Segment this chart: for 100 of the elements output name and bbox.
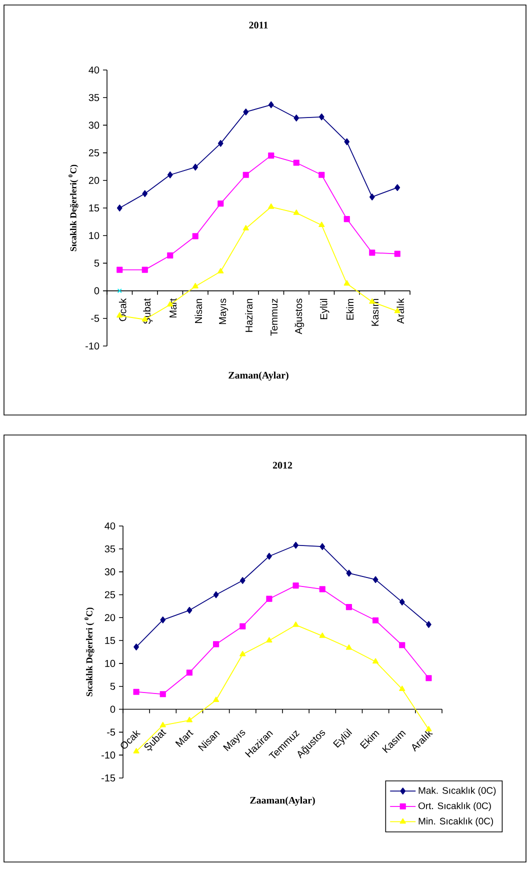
- legend-label: Mak. Sıcaklık (0C): [418, 786, 496, 796]
- y-tick-label: 20: [88, 176, 100, 184]
- y-tick-label: 25: [104, 591, 116, 598]
- point: [242, 224, 249, 230]
- point: [426, 675, 432, 682]
- point: [266, 552, 272, 560]
- chart-title: 2012: [272, 462, 292, 469]
- y-tick-label: 5: [110, 682, 116, 690]
- point: [369, 250, 376, 256]
- point: [344, 280, 350, 286]
- point: [344, 138, 350, 146]
- point: [394, 250, 400, 257]
- point: [319, 632, 326, 638]
- point: [344, 216, 350, 222]
- x-tick-label: Kasım: [372, 298, 379, 326]
- y-tick-label: 25: [88, 149, 100, 156]
- point: [186, 716, 192, 722]
- x-tick-label: Nisan: [194, 298, 202, 323]
- point: [318, 222, 325, 228]
- y-tick-label: -10: [86, 342, 100, 350]
- point: [213, 591, 219, 598]
- legend-label: Ort. Sıcaklık (0C): [418, 802, 491, 812]
- chart-title: 2011: [249, 22, 268, 28]
- y-tick-label: 20: [104, 614, 116, 622]
- point: [372, 617, 379, 624]
- point: [116, 204, 122, 212]
- y-tick-label: 40: [88, 66, 100, 74]
- point: [242, 172, 249, 178]
- point: [293, 210, 300, 215]
- x-tick-label: Mart: [170, 298, 177, 318]
- point: [117, 288, 122, 294]
- point: [240, 577, 246, 584]
- legend-label: Min. Sıcaklık (0C): [418, 818, 494, 826]
- x-axis-title: Zaaman(Aylar): [250, 796, 315, 806]
- point: [218, 140, 224, 147]
- point: [292, 582, 299, 589]
- point: [319, 586, 326, 592]
- x-tick-label: Aralık: [396, 298, 404, 324]
- y-tick-label: -10: [102, 752, 116, 759]
- point: [399, 686, 406, 692]
- point: [346, 604, 352, 610]
- point: [346, 570, 352, 577]
- point: [268, 101, 274, 108]
- point: [213, 696, 220, 702]
- y-axis-title: Sıcaklık Değerleri ( $^{0}$C): [84, 608, 94, 696]
- point: [268, 203, 274, 209]
- point: [268, 152, 274, 159]
- point: [133, 688, 140, 695]
- point: [218, 200, 224, 207]
- point: [243, 108, 249, 116]
- point: [213, 641, 220, 648]
- point: [240, 650, 246, 656]
- y-tick-label: 35: [88, 94, 100, 102]
- point: [399, 598, 405, 606]
- point: [240, 623, 246, 630]
- x-tick-label: Haziran: [245, 298, 253, 332]
- y-tick-label: 30: [88, 122, 100, 129]
- point: [372, 658, 379, 664]
- point: [160, 722, 166, 728]
- y-tick-label: 10: [89, 232, 100, 240]
- point: [266, 637, 272, 642]
- y-tick-label: 35: [104, 545, 116, 552]
- y-tick-label: 30: [104, 568, 116, 576]
- y-axis-title: Sıcaklık Değerleri( $^{0}$C): [68, 164, 78, 252]
- point: [192, 164, 198, 171]
- point: [218, 268, 224, 274]
- y-tick-label: -15: [102, 774, 116, 782]
- point: [394, 184, 400, 192]
- point: [318, 113, 324, 120]
- x-tick-label: Ekim: [346, 298, 354, 320]
- y-tick-label: 0: [110, 706, 116, 713]
- point: [266, 596, 272, 602]
- y-tick-label: 40: [104, 522, 116, 530]
- point: [160, 691, 166, 698]
- y-tick-label: 15: [89, 204, 100, 212]
- x-tick-label: Eylül: [320, 298, 330, 320]
- point: [134, 644, 139, 650]
- point: [292, 622, 299, 627]
- point: [320, 543, 326, 550]
- point: [167, 252, 174, 259]
- point: [399, 642, 406, 648]
- point: [293, 160, 300, 166]
- y-tick-label: 10: [105, 660, 116, 667]
- y-tick-label: -5: [107, 728, 116, 736]
- point: [426, 726, 432, 732]
- point: [142, 266, 148, 273]
- point: [318, 172, 325, 178]
- point: [186, 606, 192, 614]
- point: [192, 282, 198, 288]
- point: [293, 542, 298, 549]
- point: [369, 194, 375, 200]
- point: [192, 233, 198, 240]
- y-tick-label: 0: [94, 287, 100, 294]
- point: [372, 576, 378, 584]
- point: [186, 670, 192, 676]
- x-tick-label: Ağustos: [294, 298, 304, 334]
- point: [142, 190, 148, 198]
- x-tick-label: Temmuz: [270, 298, 278, 336]
- y-tick-label: 5: [94, 260, 100, 267]
- x-tick-label: Mayıs: [219, 298, 228, 324]
